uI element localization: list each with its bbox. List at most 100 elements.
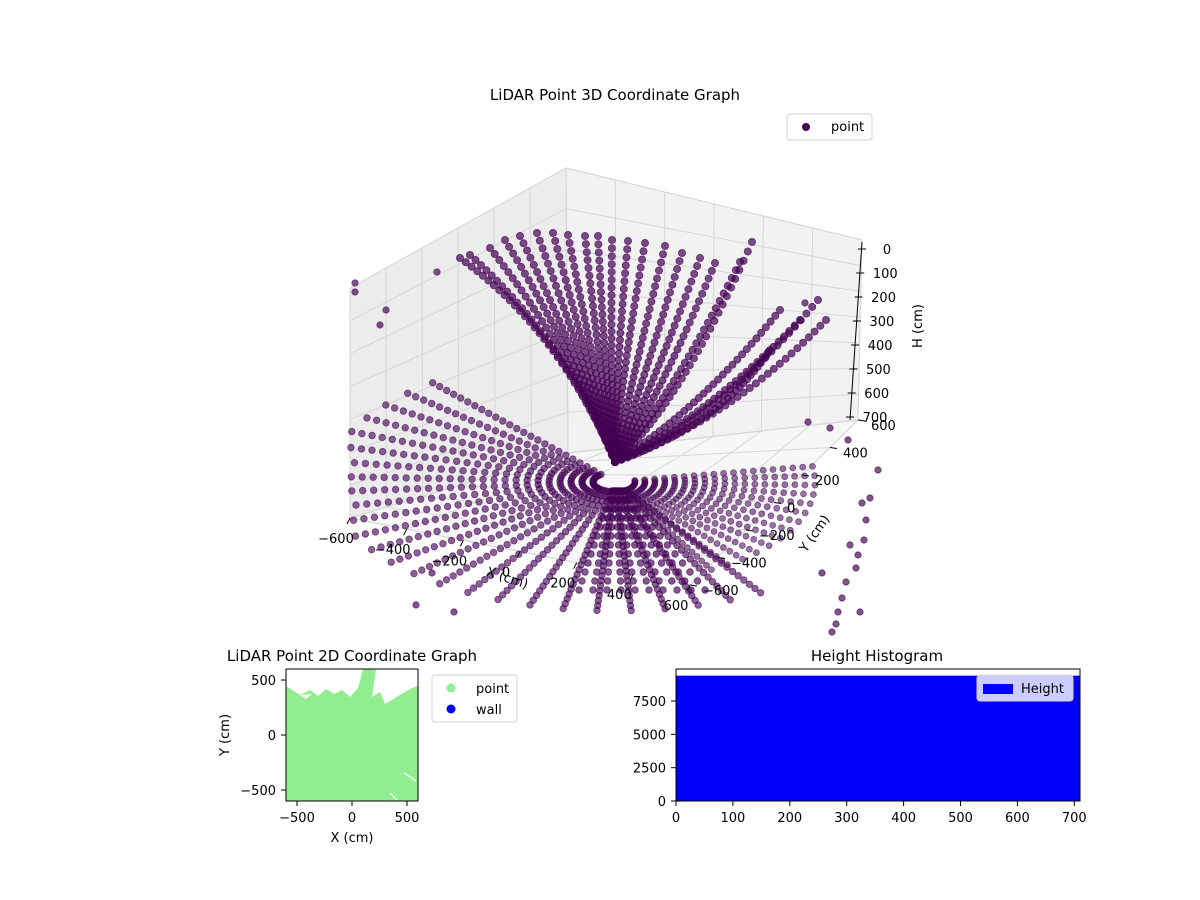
data-point-3d xyxy=(435,484,444,492)
data-point-3d xyxy=(597,303,606,312)
data-point-3d xyxy=(479,475,487,484)
data-point-3d xyxy=(615,550,623,558)
data-point-3d xyxy=(548,444,556,452)
data-point-3d xyxy=(776,305,785,314)
data-point-3d xyxy=(791,472,798,480)
data-point-3d xyxy=(567,324,576,333)
data-point-3d xyxy=(614,541,623,549)
data-point-3d xyxy=(421,517,429,526)
data-point-3d xyxy=(809,462,816,470)
data-point-3d xyxy=(581,240,590,249)
data-point-3d xyxy=(395,497,403,505)
data-point-3d xyxy=(538,317,547,326)
y-tick-3d xyxy=(857,419,866,422)
data-point-3d xyxy=(675,257,684,266)
data-point-3d xyxy=(775,359,784,368)
y-tick-3d xyxy=(689,584,698,587)
data-point-3d xyxy=(569,331,578,340)
data-point-3d xyxy=(421,453,429,461)
data-point-3d xyxy=(597,287,606,296)
data-point-3d xyxy=(631,294,640,303)
data-point-3d xyxy=(647,297,656,306)
data-point-3d xyxy=(690,269,699,278)
data-point-3d xyxy=(834,608,842,616)
histogram-x-tick-label: 700 xyxy=(1062,811,1087,826)
data-point-3d xyxy=(464,588,472,597)
data-point-3d xyxy=(757,374,766,383)
data-point-3d xyxy=(555,447,563,456)
data-point-3d xyxy=(527,432,535,440)
data-point-3d xyxy=(787,498,795,506)
data-point-3d xyxy=(811,481,819,489)
data-point-3d xyxy=(677,374,686,383)
data-point-3d xyxy=(378,433,386,442)
data-point-3d xyxy=(628,316,637,325)
data-point-3d xyxy=(479,453,488,461)
data-point-3d xyxy=(443,422,452,430)
x-tick-label-3d: 200 xyxy=(550,577,575,592)
data-point-3d xyxy=(623,541,631,549)
data-point-3d xyxy=(704,384,713,393)
data-point-3d xyxy=(492,488,500,497)
data-point-3d xyxy=(517,286,526,295)
data-point-3d xyxy=(546,296,555,305)
data-point-3d xyxy=(790,322,799,331)
data-point-3d xyxy=(632,287,641,296)
data-point-3d xyxy=(402,474,410,482)
data-point-3d xyxy=(659,522,667,530)
data-point-3d xyxy=(782,506,790,514)
data-point-3d xyxy=(742,532,750,540)
data-point-3d xyxy=(642,532,650,540)
data-point-3d xyxy=(626,559,634,567)
data-point-3d xyxy=(846,541,854,549)
data-point-3d xyxy=(634,354,643,363)
legend-2d-label-wall: wall xyxy=(476,703,502,718)
data-point-3d xyxy=(521,568,529,577)
data-point-3d xyxy=(587,550,595,558)
data-point-3d xyxy=(492,413,500,421)
data-point-3d xyxy=(608,235,617,244)
data-point-3d xyxy=(583,256,592,265)
data-point-3d xyxy=(491,427,500,435)
data-point-3d xyxy=(688,510,696,518)
data-point-3d xyxy=(502,470,511,478)
data-point-3d xyxy=(573,320,582,329)
data-point-3d xyxy=(467,262,476,271)
data-point-3d xyxy=(685,361,694,370)
x-tick-label-2d: −500 xyxy=(279,811,315,826)
data-point-3d xyxy=(433,527,441,536)
data-point-3d xyxy=(503,487,511,496)
data-point-3d xyxy=(495,531,503,539)
data-point-3d xyxy=(758,510,766,518)
data-point-3d xyxy=(351,532,360,540)
data-point-3d xyxy=(664,526,672,534)
data-point-3d xyxy=(526,542,534,550)
data-point-3d xyxy=(742,345,751,354)
data-point-3d xyxy=(757,328,766,337)
data-point-3d xyxy=(731,538,739,546)
data-point-3d xyxy=(471,490,479,499)
data-point-3d xyxy=(473,527,481,535)
data-point-3d xyxy=(496,495,504,503)
data-point-3d xyxy=(633,505,642,513)
data-point-3d xyxy=(457,475,465,483)
data-point-3d xyxy=(593,606,601,615)
data-point-3d xyxy=(607,252,616,261)
data-point-3d xyxy=(661,605,669,613)
data-point-3d xyxy=(479,482,488,491)
data-point-3d xyxy=(517,492,525,500)
data-point-3d xyxy=(634,279,643,288)
data-point-3d xyxy=(496,544,505,553)
data-point-3d xyxy=(607,334,616,343)
data-point-3d xyxy=(575,514,583,522)
data-point-3d xyxy=(525,509,533,517)
data-point-3d xyxy=(518,304,527,313)
data-point-3d xyxy=(412,393,420,401)
data-point-3d xyxy=(400,450,408,459)
data-point-3d xyxy=(594,231,603,240)
data-point-3d xyxy=(681,521,689,528)
data-point-3d xyxy=(481,575,489,584)
data-point-3d xyxy=(516,573,525,581)
histogram-frame xyxy=(675,668,1081,802)
data-point-3d xyxy=(642,577,650,585)
